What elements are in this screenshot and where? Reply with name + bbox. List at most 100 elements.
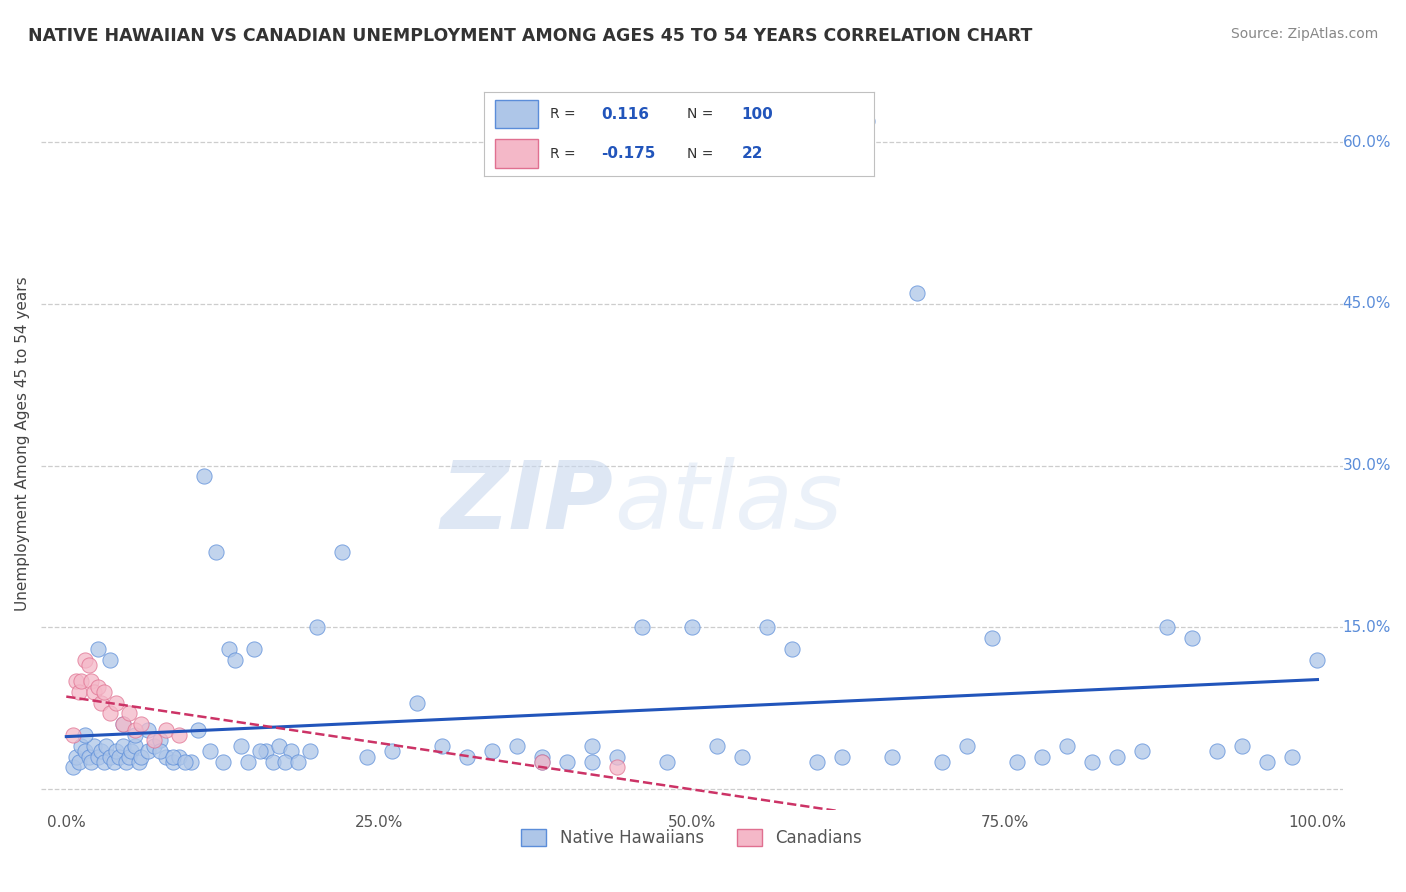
Point <box>142 739 165 753</box>
Point <box>111 717 134 731</box>
Point <box>98 749 121 764</box>
Point <box>118 749 141 764</box>
Point <box>1232 739 1254 753</box>
Point <box>1081 755 1104 769</box>
Point <box>956 739 979 753</box>
Point <box>381 744 404 758</box>
Text: 30.0%: 30.0% <box>1343 458 1391 473</box>
Point <box>142 733 165 747</box>
Point <box>236 755 259 769</box>
Point <box>111 717 134 731</box>
Y-axis label: Unemployment Among Ages 45 to 54 years: Unemployment Among Ages 45 to 54 years <box>15 277 30 611</box>
Point <box>555 755 578 769</box>
Point <box>105 744 128 758</box>
Point <box>430 739 453 753</box>
Point <box>131 749 153 764</box>
Point <box>1156 620 1178 634</box>
Point <box>80 755 103 769</box>
Text: 60.0%: 60.0% <box>1343 135 1391 150</box>
Point <box>111 739 134 753</box>
Point <box>243 641 266 656</box>
Point <box>155 749 177 764</box>
Point <box>120 744 142 758</box>
Point <box>73 744 96 758</box>
Point <box>124 739 146 753</box>
Point <box>655 755 678 769</box>
Point <box>274 755 297 769</box>
Point <box>124 728 146 742</box>
Point <box>1031 749 1053 764</box>
Point <box>299 744 322 758</box>
Point <box>62 728 84 742</box>
Text: ZIP: ZIP <box>441 457 614 549</box>
Point <box>530 749 553 764</box>
Point <box>1107 749 1129 764</box>
Point <box>86 680 108 694</box>
Text: 45.0%: 45.0% <box>1343 296 1391 311</box>
Point <box>262 755 284 769</box>
Point <box>67 685 90 699</box>
Point <box>149 733 172 747</box>
Point <box>83 685 105 699</box>
Point <box>77 657 100 672</box>
Point <box>831 749 853 764</box>
Point <box>98 652 121 666</box>
Point <box>806 755 828 769</box>
Point <box>90 696 112 710</box>
Point <box>162 749 184 764</box>
Point <box>118 706 141 721</box>
Point <box>280 744 302 758</box>
Point <box>1130 744 1153 758</box>
Point <box>405 696 427 710</box>
Point <box>70 739 93 753</box>
Text: atlas: atlas <box>614 457 842 548</box>
Point <box>93 685 115 699</box>
Point <box>73 652 96 666</box>
Point <box>330 545 353 559</box>
Point <box>1256 755 1278 769</box>
Point <box>931 755 953 769</box>
Point <box>267 739 290 753</box>
Point <box>193 469 215 483</box>
Point <box>86 641 108 656</box>
Point <box>180 755 202 769</box>
Point <box>73 728 96 742</box>
Point <box>880 749 903 764</box>
Point <box>630 620 652 634</box>
Point <box>162 755 184 769</box>
Point <box>65 749 87 764</box>
Point <box>706 739 728 753</box>
Point <box>115 755 138 769</box>
Point <box>1206 744 1229 758</box>
Point <box>1281 749 1303 764</box>
Point <box>103 755 125 769</box>
Point <box>731 749 754 764</box>
Point <box>231 739 253 753</box>
Point <box>124 723 146 737</box>
Point <box>167 728 190 742</box>
Point <box>287 755 309 769</box>
Text: Source: ZipAtlas.com: Source: ZipAtlas.com <box>1230 27 1378 41</box>
Point <box>755 620 778 634</box>
Point <box>77 749 100 764</box>
Point <box>128 755 150 769</box>
Point <box>456 749 478 764</box>
Point <box>70 674 93 689</box>
Point <box>198 744 221 758</box>
Point <box>506 739 529 753</box>
Point <box>780 641 803 656</box>
Point <box>606 760 628 774</box>
Point <box>1181 631 1204 645</box>
Point <box>581 739 603 753</box>
Point <box>305 620 328 634</box>
Point <box>90 744 112 758</box>
Point <box>93 755 115 769</box>
Point <box>1306 652 1329 666</box>
Point <box>224 652 246 666</box>
Point <box>981 631 1004 645</box>
Point <box>65 674 87 689</box>
Point <box>581 755 603 769</box>
Point <box>218 641 240 656</box>
Point <box>1056 739 1078 753</box>
Point <box>187 723 209 737</box>
